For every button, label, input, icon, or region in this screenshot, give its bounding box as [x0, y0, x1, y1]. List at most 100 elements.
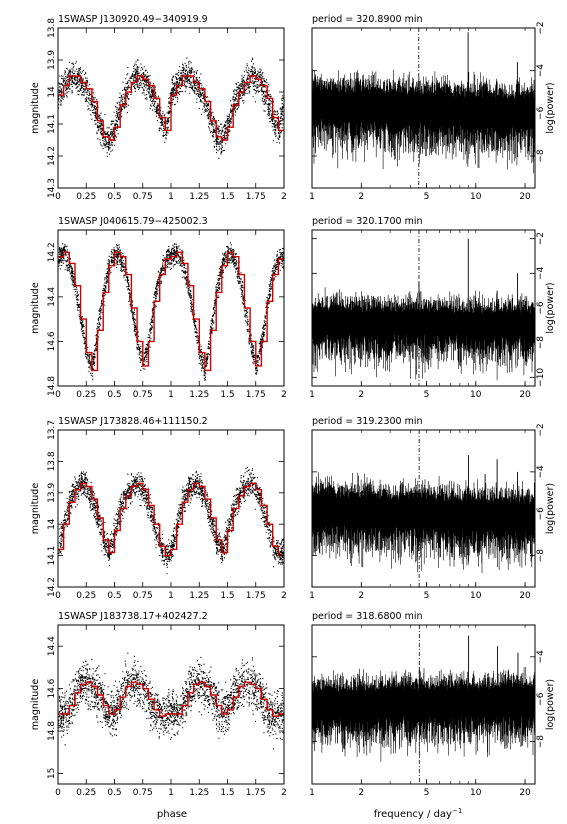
x-tick-label: 1 [309, 591, 315, 601]
y-tick-label: −4 [536, 465, 546, 479]
x-tick-label: 2 [358, 788, 364, 798]
x-tick-label: 2 [281, 788, 287, 798]
power-spectrum [312, 69, 535, 174]
light-curve-title: 1SWASP J183738.17+402427.2 [58, 611, 208, 622]
y-tick-label: −8 [536, 336, 546, 350]
x-tick-label: 0.5 [107, 591, 121, 601]
x-tick-label: 1 [168, 788, 174, 798]
y-tick-label: −4 [536, 650, 546, 664]
x-tick-label: 0 [55, 192, 61, 202]
y-tick-label: 14.2 [47, 577, 57, 597]
y-tick-label: 14.2 [47, 242, 57, 262]
y-tick-label: 14.8 [47, 376, 57, 396]
x-tick-label: 1.25 [189, 788, 209, 798]
y-tick-label: −8 [536, 149, 546, 163]
plot-frame [311, 624, 536, 785]
y-tick-label: 14.2 [47, 146, 57, 166]
x-tick-label: 1 [309, 788, 315, 798]
x-tick-label: 2 [281, 591, 287, 601]
x-tick-label: 2 [281, 390, 287, 400]
y-tick-label: 14 [47, 518, 57, 530]
x-tick-label: 1.25 [189, 390, 209, 400]
y-tick-label: 14.3 [47, 178, 57, 198]
y-axis-label-magnitude: magnitude [30, 82, 41, 134]
binned-light-curve [58, 482, 284, 557]
x-tick-label: 0.25 [76, 192, 96, 202]
x-tick-label: 0.75 [133, 192, 153, 202]
x-axis-label-phase: phase [157, 809, 187, 820]
x-tick-label: 0.25 [76, 788, 96, 798]
x-tick-label: 1.5 [220, 788, 234, 798]
x-tick-label: 0 [55, 591, 61, 601]
binned-light-curve [58, 75, 284, 141]
y-tick-label: 13.8 [47, 451, 57, 471]
x-tick-label: 10 [470, 192, 482, 202]
y-axis-label-power: log(power) [545, 483, 556, 534]
y-tick-label: 14.6 [47, 331, 57, 351]
periodogram-title: period = 320.8900 min [312, 14, 423, 25]
x-tick-label: 0.75 [133, 788, 153, 798]
x-tick-label: 20 [519, 390, 531, 400]
x-tick-label: 0.25 [76, 390, 96, 400]
x-tick-label: 2 [358, 591, 364, 601]
x-tick-label: 0.75 [133, 390, 153, 400]
light-curve-panel: 0 0.25 0.5 0.75 1 1.25 1.5 1.75 2 14.2 14.4 14.6 14.… [30, 216, 287, 400]
y-tick-label: 13.8 [47, 18, 57, 38]
x-tick-label: 10 [470, 390, 482, 400]
y-axis-label-power: log(power) [545, 282, 556, 333]
x-tick-label: 1 [309, 390, 315, 400]
periodogram-panel: 1 2 5 10 20 −4 −6 −8 period = 318.6800 min log(po… [309, 611, 556, 798]
binned-light-curve [58, 251, 284, 372]
periodogram-panel: 1 2 5 10 20 −2 −4 −6 −8 period = 319.2300 min log(… [309, 416, 556, 601]
x-tick-label: 1.5 [220, 192, 234, 202]
y-tick-label: 15 [47, 768, 57, 779]
y-axis-label-magnitude: magnitude [30, 679, 41, 731]
x-tick-label: 2 [358, 192, 364, 202]
y-tick-label: 14.1 [47, 546, 57, 566]
x-tick-label: 1.75 [246, 788, 266, 798]
light-curve-title: 1SWASP J040615.79−425002.3 [58, 216, 208, 227]
periodogram-title: period = 319.2300 min [312, 416, 423, 427]
periodogram-panel: 1 2 5 10 20 −2 −4 −6 −8 −10 period = 320.1700 min l… [309, 216, 556, 400]
y-tick-label: 14.8 [47, 721, 57, 741]
x-tick-label: 1 [168, 390, 174, 400]
y-tick-label: −2 [536, 232, 546, 245]
y-tick-label: −2 [536, 423, 546, 436]
light-curve-title: 1SWASP J130920.49−340919.9 [58, 14, 208, 25]
y-tick-label: −10 [536, 368, 546, 387]
y-tick-label: −6 [536, 507, 546, 521]
x-tick-label: 1 [168, 192, 174, 202]
y-tick-label: −4 [536, 266, 546, 280]
y-tick-label: 14.1 [47, 114, 57, 134]
x-tick-label: 0.5 [107, 390, 121, 400]
x-tick-label: 5 [424, 390, 430, 400]
periodogram-title: period = 318.6800 min [312, 611, 423, 622]
plot-frame [311, 27, 536, 189]
y-tick-label: 14 [47, 86, 57, 98]
power-spectrum [312, 472, 535, 573]
x-tick-label: 0.5 [107, 192, 121, 202]
x-tick-label: 1 [168, 591, 174, 601]
y-axis-label-power: log(power) [545, 82, 556, 133]
x-tick-label: 1.75 [246, 192, 266, 202]
y-tick-label: −8 [536, 549, 546, 563]
x-tick-label: 1 [309, 192, 315, 202]
y-tick-label: −2 [536, 21, 546, 34]
y-axis-label-power: log(power) [545, 679, 556, 730]
x-tick-label: 2 [281, 192, 287, 202]
y-tick-label: −6 [536, 692, 546, 706]
x-tick-label: 10 [470, 788, 482, 798]
x-tick-label: 5 [424, 591, 430, 601]
y-tick-label: 13.9 [47, 483, 57, 503]
y-tick-label: 14.6 [47, 678, 57, 698]
data-points [58, 57, 284, 159]
power-spectrum [312, 287, 535, 381]
light-curve-title: 1SWASP J173828.46+111150.2 [58, 416, 208, 427]
x-tick-label: 0 [55, 390, 61, 400]
x-axis-label-frequency: frequency / day−1 [374, 807, 463, 820]
binned-light-curve [58, 681, 284, 717]
light-curve-panel: 0 0.25 0.5 0.75 1 1.25 1.5 1.75 2 13.7 13.8 13.9 14 1… [30, 416, 287, 601]
periodogram-title: period = 320.1700 min [312, 216, 423, 227]
y-axis-label-magnitude: magnitude [30, 483, 41, 535]
y-tick-label: 13.7 [47, 420, 57, 440]
